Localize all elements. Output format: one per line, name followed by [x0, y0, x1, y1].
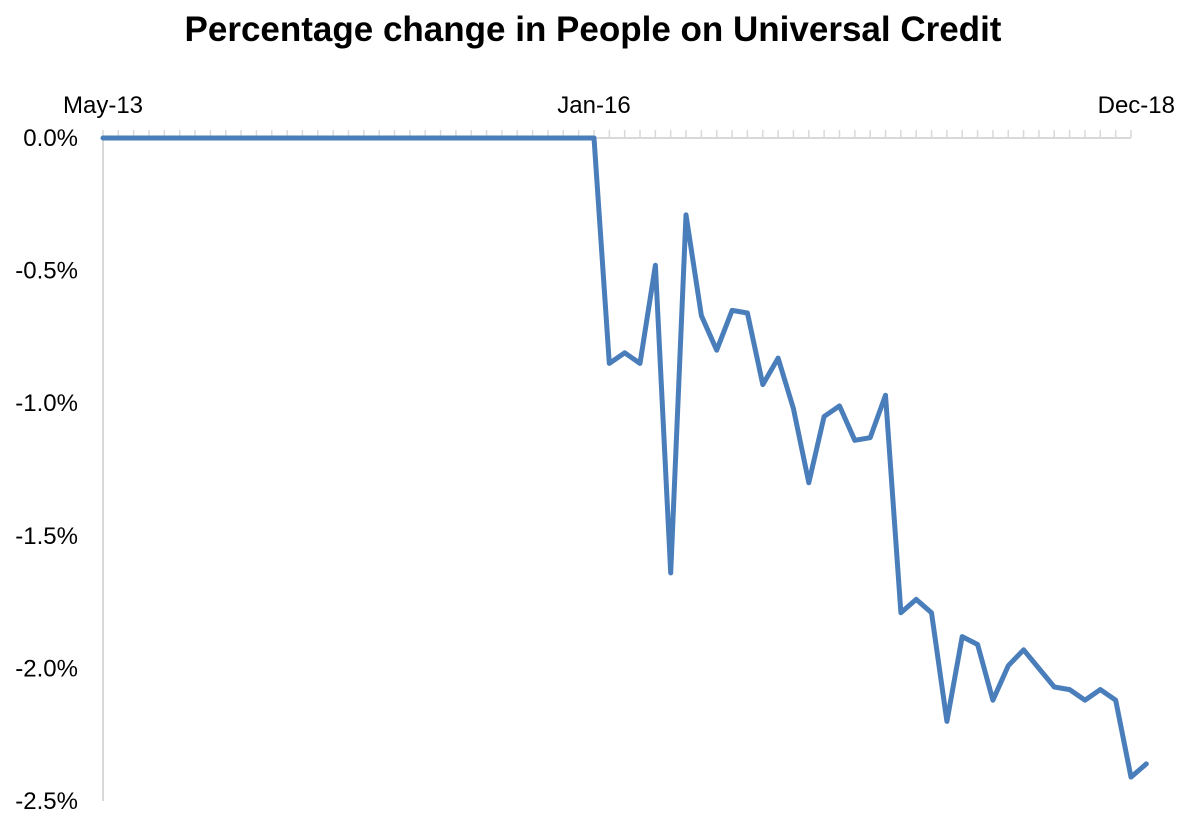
x-tick-label: Dec-18: [1098, 92, 1175, 119]
y-tick-label: -1.0%: [15, 390, 78, 417]
x-tick-label: Jan-16: [557, 92, 630, 119]
x-tick-label: May-13: [63, 92, 143, 119]
y-tick-label: -1.5%: [15, 523, 78, 550]
series-line: [100, 135, 1149, 780]
chart-title: Percentage change in People on Universal…: [184, 10, 1002, 49]
y-tick-label: -2.0%: [15, 655, 78, 682]
y-tick-label: -2.5%: [15, 788, 78, 815]
y-tick-label: 0.0%: [23, 125, 78, 152]
y-tick-label: -0.5%: [15, 258, 78, 285]
